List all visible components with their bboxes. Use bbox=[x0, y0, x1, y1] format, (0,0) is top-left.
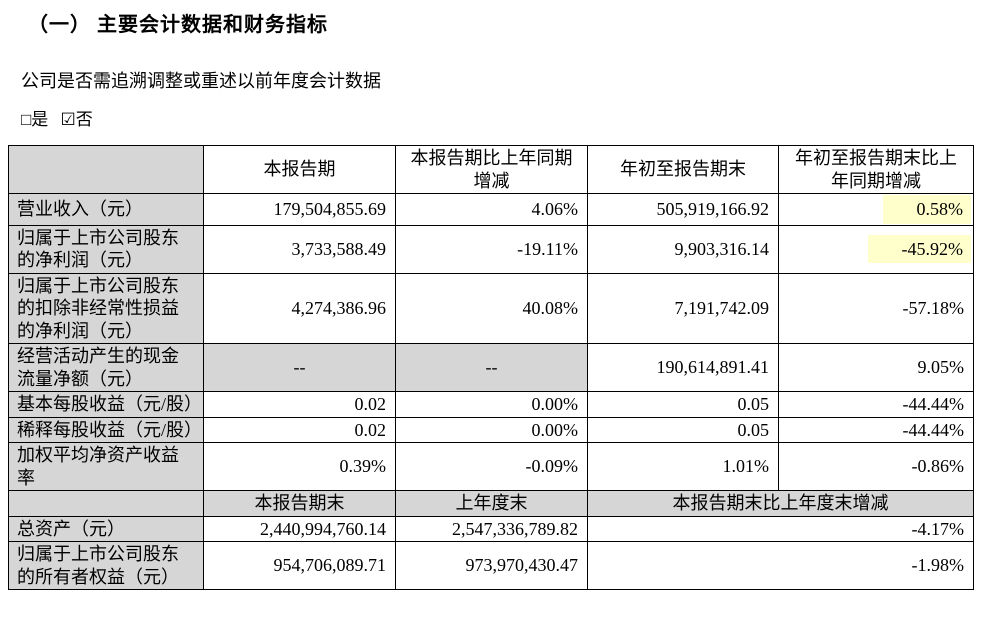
cell-value: 0.02 bbox=[203, 416, 396, 443]
highlighted-value: -45.92% bbox=[867, 234, 971, 264]
row-operating-revenue: 营业收入（元） 179,504,855.69 4.06% 505,919,166… bbox=[8, 193, 974, 226]
cell-value: 0.00% bbox=[395, 416, 588, 443]
cell-value: -0.86% bbox=[778, 442, 974, 491]
cell-value: 0.58% bbox=[778, 193, 974, 226]
table2-header-row: 本报告期末 上年度末 本报告期末比上年度末增减 bbox=[8, 490, 974, 517]
restatement-options: □是 ☑否 bbox=[21, 105, 983, 130]
cell-value: 0.39% bbox=[203, 442, 396, 491]
cell-value: 505,919,166.92 bbox=[587, 193, 779, 226]
cell-value: -0.09% bbox=[395, 442, 588, 491]
document-page: （一） 主要会计数据和财务指标 公司是否需追溯调整或重述以前年度会计数据 □是 … bbox=[0, 8, 983, 590]
row-owners-equity: 归属于上市公司股东的所有者权益（元） 954,706,089.71 973,97… bbox=[8, 541, 974, 590]
row-diluted-eps: 稀释每股收益（元/股） 0.02 0.00% 0.05 -44.44% bbox=[8, 416, 974, 443]
cell-value: 1.01% bbox=[587, 442, 779, 491]
row-operating-cash-flow: 经营活动产生的现金流量净额（元） -- -- 190,614,891.41 9.… bbox=[8, 343, 974, 392]
row-net-profit-excl-nonrecurring: 归属于上市公司股东的扣除非经常性损益的净利润（元） 4,274,386.96 4… bbox=[8, 272, 974, 344]
checkbox-yes[interactable]: □是 bbox=[21, 110, 49, 129]
cell-value: 0.02 bbox=[203, 391, 396, 418]
table2-header-change: 本报告期末比上年度末增减 bbox=[587, 490, 974, 517]
row-label: 稀释每股收益（元/股） bbox=[8, 416, 204, 443]
row-weighted-avg-roe: 加权平均净资产收益率 0.39% -0.09% 1.01% -0.86% bbox=[8, 442, 974, 491]
cell-value: 9.05% bbox=[778, 343, 974, 392]
cell-value: -1.98% bbox=[587, 541, 974, 590]
cell-value: -4.17% bbox=[587, 515, 974, 542]
cell-value: 0.05 bbox=[587, 391, 779, 418]
table1-header-ytd: 年初至报告期末 bbox=[587, 145, 779, 194]
cell-value: 40.08% bbox=[395, 272, 588, 344]
row-label: 归属于上市公司股东的扣除非经常性损益的净利润（元） bbox=[8, 272, 204, 344]
cell-value: 973,970,430.47 bbox=[395, 541, 588, 590]
cell-value: -- bbox=[203, 343, 396, 392]
row-label: 归属于上市公司股东的净利润（元） bbox=[8, 224, 204, 274]
cell-value: -45.92% bbox=[778, 224, 974, 274]
table2-header-blank bbox=[8, 490, 204, 517]
row-label: 总资产（元） bbox=[8, 515, 204, 542]
table1-header-blank bbox=[8, 145, 204, 194]
section-title: （一） 主要会计数据和财务指标 bbox=[28, 14, 328, 36]
cell-value: -57.18% bbox=[778, 272, 974, 344]
key-financial-indicators-table: 本报告期 本报告期比上年同期增减 年初至报告期末 年初至报告期末比上年同期增减 … bbox=[8, 145, 974, 590]
table2-header-period-end: 本报告期末 bbox=[203, 490, 396, 517]
table2-header-prior-year-end: 上年度末 bbox=[395, 490, 588, 517]
cell-value: 3,733,588.49 bbox=[203, 224, 396, 274]
table1-header-ytd-yoy: 年初至报告期末比上年同期增减 bbox=[778, 145, 974, 194]
cell-value: 4.06% bbox=[395, 193, 588, 226]
cell-value: 9,903,316.14 bbox=[587, 224, 779, 274]
row-label: 经营活动产生的现金流量净额（元） bbox=[8, 343, 204, 392]
cell-value: -19.11% bbox=[395, 224, 588, 274]
checkbox-no[interactable]: ☑否 bbox=[60, 110, 93, 129]
table1-header-current-period-yoy: 本报告期比上年同期增减 bbox=[395, 145, 588, 194]
restatement-question: 公司是否需追溯调整或重述以前年度会计数据 bbox=[21, 71, 381, 91]
cell-value: -44.44% bbox=[778, 416, 974, 443]
row-total-assets: 总资产（元） 2,440,994,760.14 2,547,336,789.82… bbox=[8, 515, 974, 542]
cell-value: 954,706,089.71 bbox=[203, 541, 396, 590]
cell-value: -44.44% bbox=[778, 391, 974, 418]
row-label: 营业收入（元） bbox=[8, 193, 204, 226]
table1-header-current-period: 本报告期 bbox=[203, 145, 396, 194]
row-basic-eps: 基本每股收益（元/股） 0.02 0.00% 0.05 -44.44% bbox=[8, 391, 974, 418]
cell-value: 179,504,855.69 bbox=[203, 193, 396, 226]
cell-value: 0.05 bbox=[587, 416, 779, 443]
highlighted-value: 0.58% bbox=[882, 195, 971, 224]
cell-value: 190,614,891.41 bbox=[587, 343, 779, 392]
row-label: 基本每股收益（元/股） bbox=[8, 391, 204, 418]
row-label: 归属于上市公司股东的所有者权益（元） bbox=[8, 541, 204, 590]
cell-value: -- bbox=[395, 343, 588, 392]
cell-value: 0.00% bbox=[395, 391, 588, 418]
cell-value: 2,547,336,789.82 bbox=[395, 515, 588, 542]
table1-header-row: 本报告期 本报告期比上年同期增减 年初至报告期末 年初至报告期末比上年同期增减 bbox=[8, 145, 974, 194]
cell-value: 2,440,994,760.14 bbox=[203, 515, 396, 542]
row-label: 加权平均净资产收益率 bbox=[8, 442, 204, 491]
cell-value: 7,191,742.09 bbox=[587, 272, 779, 344]
row-net-profit-attributable: 归属于上市公司股东的净利润（元） 3,733,588.49 -19.11% 9,… bbox=[8, 224, 974, 274]
cell-value: 4,274,386.96 bbox=[203, 272, 396, 344]
